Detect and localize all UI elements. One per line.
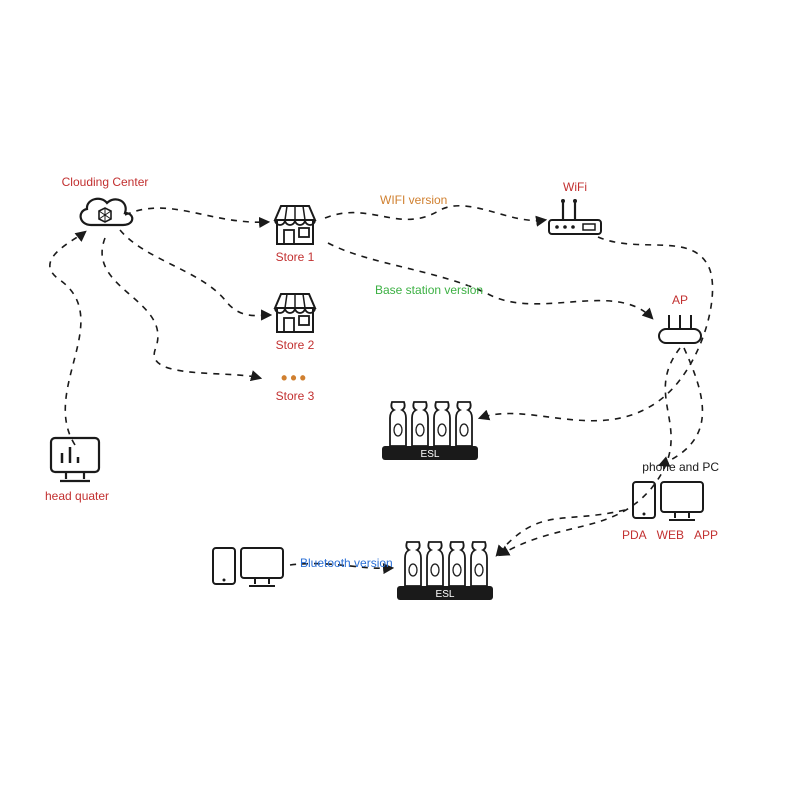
- phonepc-label: phone and PC: [615, 460, 725, 474]
- ap-node: AP: [650, 293, 710, 349]
- devices-icon: [615, 476, 725, 524]
- base-version-label: Base station version: [375, 283, 483, 297]
- cloud-icon: [60, 191, 150, 235]
- wifi-label: WiFi: [540, 180, 610, 194]
- headquarter-node: head quater: [45, 435, 105, 503]
- store2-node: Store 2: [270, 288, 320, 352]
- ap-icon: [650, 309, 710, 349]
- esl-text: ESL: [421, 449, 440, 460]
- monitor-icon: [45, 435, 105, 485]
- cloud-label: Clouding Center: [60, 175, 150, 189]
- devices-icon: [210, 542, 290, 590]
- store-icon: [270, 200, 320, 248]
- esl-shelf-icon: ESL: [395, 538, 495, 602]
- store3-node: ••• Store 3: [270, 368, 320, 403]
- ap-label: AP: [650, 293, 710, 307]
- store1-node: Store 1: [270, 200, 320, 264]
- store1-label: Store 1: [270, 250, 320, 264]
- esl2-node: ESL: [395, 538, 495, 602]
- store2-label: Store 2: [270, 338, 320, 352]
- wifi-version-label: WIFI version: [380, 193, 447, 207]
- esl-shelf-icon: ESL: [380, 398, 480, 462]
- store-icon: [270, 288, 320, 336]
- phonepc-node: phone and PC PDA WEB APP: [615, 460, 725, 542]
- cloud-node: Clouding Center: [60, 175, 150, 235]
- esl1-node: ESL: [380, 398, 480, 462]
- bluetooth-label: Bluetooth version: [300, 556, 393, 570]
- store3-label: Store 3: [270, 389, 320, 403]
- ellipsis-icon: •••: [270, 368, 320, 389]
- wifi-node: WiFi: [540, 180, 610, 240]
- headquarter-label: head quater: [45, 489, 105, 503]
- phonepc-sublabels: PDA WEB APP: [615, 528, 725, 542]
- esl-text: ESL: [436, 589, 455, 600]
- router-icon: [540, 196, 610, 240]
- bt-devices-node: [210, 542, 290, 590]
